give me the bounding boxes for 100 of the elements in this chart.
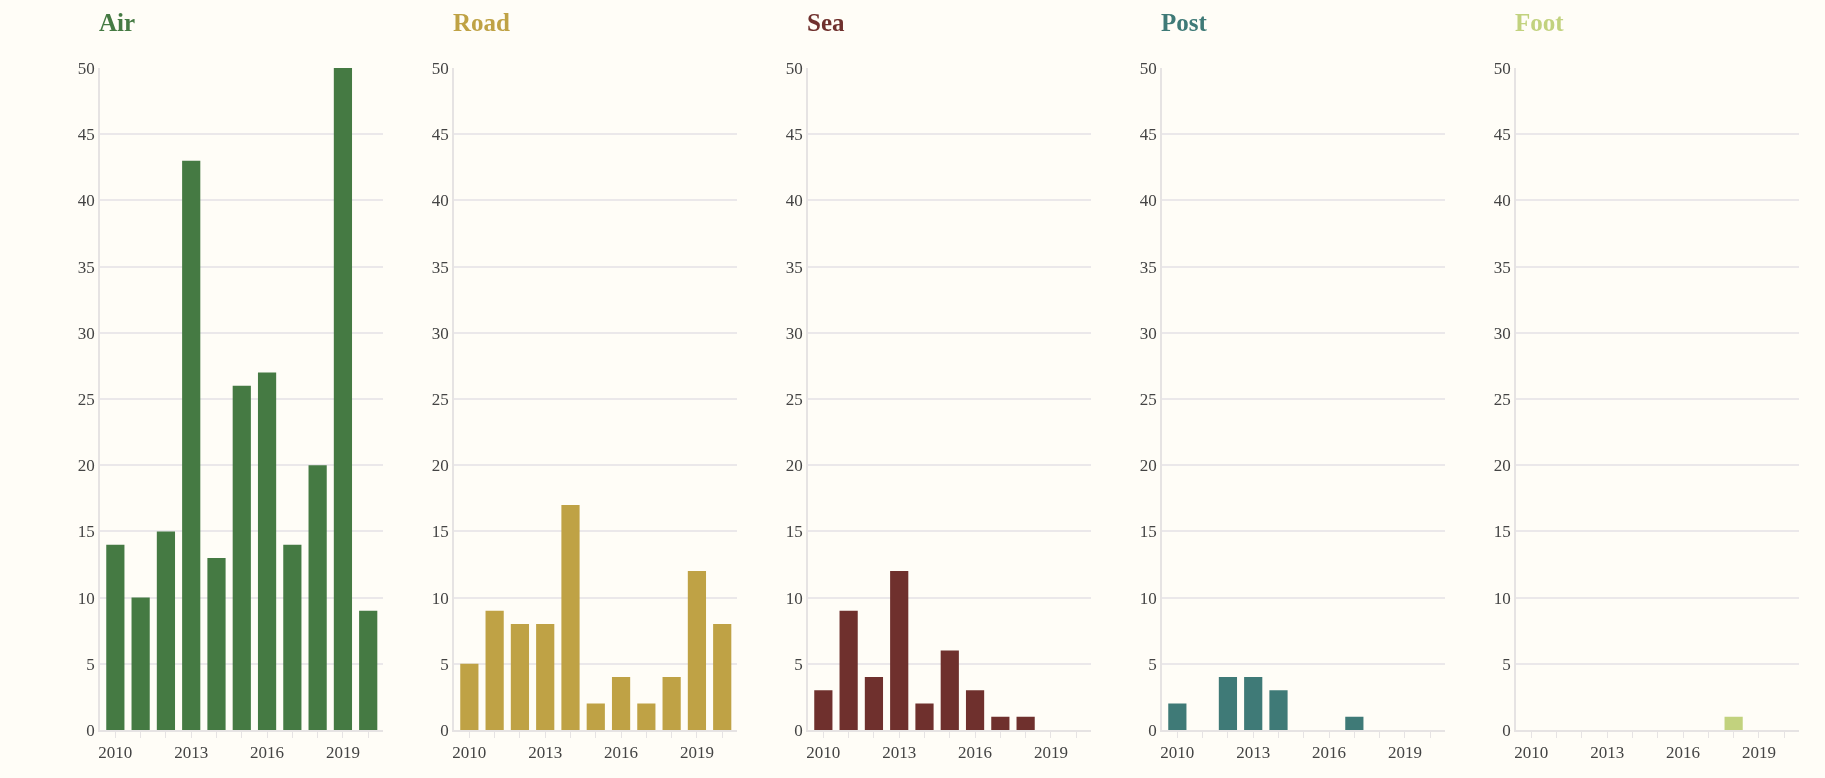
y-tick-label: 50 bbox=[1493, 58, 1511, 78]
bar bbox=[283, 544, 302, 730]
x-tick-label: 2013 bbox=[882, 743, 917, 763]
y-tick-label: 40 bbox=[431, 191, 449, 211]
y-tick-label: 0 bbox=[86, 720, 95, 740]
bar bbox=[1016, 716, 1035, 730]
x-tick-label: 2019 bbox=[679, 743, 714, 763]
x-tick-label: 2019 bbox=[325, 743, 360, 763]
y-tick-label: 25 bbox=[431, 389, 449, 409]
x-tick-label: 2016 bbox=[250, 743, 285, 763]
y-tick-label: 35 bbox=[77, 257, 95, 277]
y-tick-label: 5 bbox=[440, 654, 449, 674]
x-tick-label: 2013 bbox=[528, 743, 563, 763]
x-tick-label: 2010 bbox=[1160, 743, 1195, 763]
bar bbox=[713, 624, 732, 730]
y-tick-label: 25 bbox=[1493, 389, 1511, 409]
y-tick-label: 40 bbox=[1493, 191, 1511, 211]
y-tick-label: 10 bbox=[1139, 588, 1157, 608]
y-tick-label: 20 bbox=[785, 456, 803, 476]
bar bbox=[308, 465, 327, 730]
x-tick-label: 2010 bbox=[806, 743, 841, 763]
y-tick-label: 40 bbox=[77, 191, 95, 211]
y-tick-label: 15 bbox=[77, 522, 95, 542]
y-tick-label: 5 bbox=[1148, 654, 1157, 674]
bar bbox=[637, 703, 656, 730]
y-tick-label: 25 bbox=[1139, 389, 1157, 409]
y-tick-label: 10 bbox=[1493, 588, 1511, 608]
y-tick-label: 45 bbox=[77, 125, 95, 145]
x-tick-label: 2010 bbox=[98, 743, 133, 763]
y-tick-label: 20 bbox=[1493, 456, 1511, 476]
x-tick-label: 2013 bbox=[1590, 743, 1625, 763]
y-tick-label: 15 bbox=[785, 522, 803, 542]
y-tick-label: 5 bbox=[1502, 654, 1511, 674]
y-tick-label: 35 bbox=[785, 257, 803, 277]
y-tick-label: 30 bbox=[785, 323, 803, 343]
y-tick-label: 30 bbox=[1493, 323, 1511, 343]
bar bbox=[611, 677, 631, 730]
x-tick-label: 2019 bbox=[1387, 743, 1422, 763]
x-tick-label: 2016 bbox=[958, 743, 993, 763]
y-tick-label: 25 bbox=[785, 389, 803, 409]
bar bbox=[561, 504, 580, 730]
y-tick-label: 20 bbox=[1139, 456, 1157, 476]
y-tick-label: 20 bbox=[431, 456, 449, 476]
x-tick-label: 2016 bbox=[1312, 743, 1347, 763]
y-tick-label: 0 bbox=[794, 720, 803, 740]
chart-title: Road bbox=[453, 9, 511, 36]
x-tick-label: 2019 bbox=[1741, 743, 1776, 763]
bar bbox=[965, 690, 985, 730]
bar bbox=[333, 68, 353, 730]
y-tick-label: 15 bbox=[1139, 522, 1157, 542]
bar bbox=[940, 650, 959, 730]
bar bbox=[915, 703, 934, 730]
chart-title: Sea bbox=[807, 9, 845, 36]
y-tick-label: 45 bbox=[431, 125, 449, 145]
bar bbox=[359, 610, 378, 730]
y-tick-label: 5 bbox=[794, 654, 803, 674]
bar bbox=[991, 716, 1010, 730]
x-tick-label: 2013 bbox=[174, 743, 209, 763]
bar bbox=[460, 663, 479, 730]
y-tick-label: 20 bbox=[77, 456, 95, 476]
y-tick-label: 0 bbox=[1148, 720, 1157, 740]
y-tick-label: 50 bbox=[1139, 58, 1157, 78]
x-tick-label: 2016 bbox=[1666, 743, 1701, 763]
x-tick-label: 2010 bbox=[1514, 743, 1549, 763]
bar bbox=[839, 610, 858, 730]
bar bbox=[814, 690, 833, 730]
y-tick-label: 25 bbox=[77, 389, 95, 409]
y-tick-label: 50 bbox=[785, 58, 803, 78]
bar bbox=[182, 160, 201, 730]
chart-title: Foot bbox=[1515, 9, 1565, 36]
bar bbox=[662, 677, 681, 730]
bar bbox=[232, 385, 251, 730]
bar bbox=[131, 597, 150, 730]
y-tick-label: 30 bbox=[77, 323, 95, 343]
y-tick-label: 45 bbox=[1493, 125, 1511, 145]
y-tick-label: 40 bbox=[785, 191, 803, 211]
y-tick-label: 45 bbox=[785, 125, 803, 145]
bar bbox=[890, 571, 909, 730]
chart-title: Post bbox=[1161, 9, 1208, 36]
bar bbox=[156, 531, 176, 730]
chart-title: Air bbox=[99, 9, 136, 36]
bar bbox=[510, 624, 530, 730]
y-tick-label: 0 bbox=[1502, 720, 1511, 740]
y-tick-label: 50 bbox=[431, 58, 449, 78]
x-tick-label: 2010 bbox=[452, 743, 487, 763]
bar bbox=[207, 557, 226, 730]
bar bbox=[586, 703, 605, 730]
y-tick-label: 10 bbox=[785, 588, 803, 608]
bar bbox=[864, 677, 884, 730]
y-tick-label: 30 bbox=[1139, 323, 1157, 343]
bar bbox=[257, 372, 277, 730]
y-tick-label: 50 bbox=[77, 58, 95, 78]
bar bbox=[687, 571, 707, 730]
bar bbox=[536, 624, 555, 730]
x-tick-label: 2016 bbox=[604, 743, 639, 763]
y-tick-label: 15 bbox=[1493, 522, 1511, 542]
bar bbox=[485, 610, 504, 730]
y-tick-label: 35 bbox=[431, 257, 449, 277]
bar bbox=[106, 544, 125, 730]
y-tick-label: 40 bbox=[1139, 191, 1157, 211]
